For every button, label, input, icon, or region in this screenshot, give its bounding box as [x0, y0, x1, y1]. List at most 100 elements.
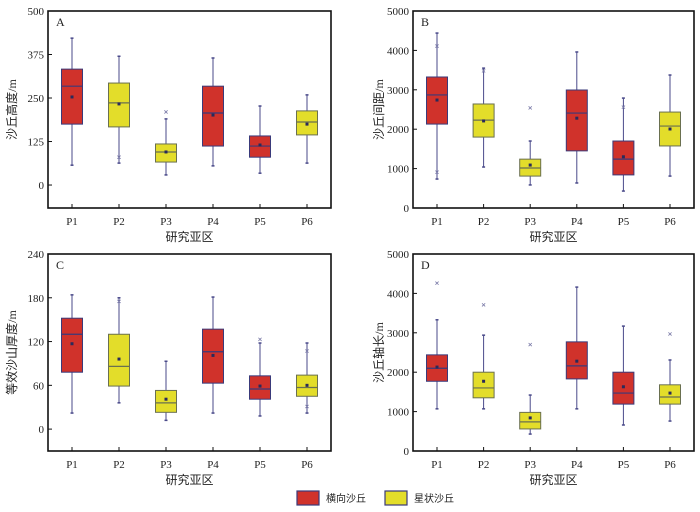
panel-letter: C — [56, 258, 64, 272]
x-tick-label: P3 — [160, 459, 172, 471]
box-p5 — [249, 337, 271, 417]
outlier-marker — [435, 44, 439, 48]
outlier-marker — [621, 105, 626, 110]
panel-letter: D — [421, 258, 430, 272]
y-tick-label: 5000 — [387, 249, 410, 261]
y-tick-label: 2000 — [387, 367, 410, 379]
outlier-marker — [117, 155, 121, 160]
x-tick-label: P4 — [207, 459, 219, 471]
mean-marker — [621, 155, 625, 159]
outlier-marker — [481, 69, 486, 73]
legend-swatch-transverse — [296, 490, 320, 506]
plot-frame — [412, 253, 695, 452]
y-tick-label: 0 — [39, 180, 45, 192]
y-tick-label: 4000 — [387, 288, 410, 300]
mean-marker — [575, 116, 579, 120]
y-tick-label: 2000 — [387, 124, 410, 136]
box-p3 — [155, 110, 177, 176]
mean-marker — [575, 359, 579, 363]
outlier-marker — [435, 170, 439, 175]
x-tick-label: P4 — [571, 459, 583, 471]
box-p1 — [426, 32, 448, 180]
mean-marker — [258, 384, 262, 388]
x-tick-label: P3 — [524, 459, 536, 471]
x-tick-label: P6 — [301, 459, 313, 471]
box-p4 — [565, 286, 588, 410]
x-tick-label: P3 — [524, 216, 536, 228]
box-p4 — [565, 51, 588, 184]
outlier-marker — [117, 299, 121, 304]
legend-label-transverse: 横向沙丘 — [326, 492, 366, 505]
mean-marker — [70, 342, 74, 346]
y-tick-label: 180 — [28, 293, 45, 305]
box-iqr — [155, 389, 177, 413]
mean-marker — [482, 379, 486, 383]
box-p3 — [519, 106, 542, 186]
outlier-marker — [528, 342, 533, 347]
outlier-marker — [164, 110, 168, 114]
box-p2 — [108, 55, 130, 164]
x-tick-label: P4 — [207, 216, 219, 228]
y-tick-label: 250 — [28, 93, 45, 105]
y-tick-label: 120 — [28, 337, 45, 349]
y-tick-label: 0 — [39, 424, 45, 436]
x-tick-label: P2 — [113, 459, 125, 471]
x-axis-title: 研究亚区 — [529, 229, 577, 244]
y-axis-title: 沙丘间距/m — [372, 79, 386, 140]
panel-b: B 0 1000 2000 3000 4000 5000 P1 P2 P3 P4 P5 P6 研究亚区 沙丘… — [372, 6, 695, 244]
y-tick-label: 60 — [33, 380, 45, 392]
x-tick-label: P3 — [160, 216, 172, 228]
box-p2 — [472, 302, 495, 410]
y-tick-label: 3000 — [387, 85, 410, 97]
panel-letter: B — [421, 15, 429, 29]
box-iqr — [565, 89, 588, 152]
mean-marker — [164, 397, 168, 401]
box-iqr — [472, 371, 495, 399]
x-tick-label: P6 — [301, 216, 313, 228]
mean-marker — [528, 416, 532, 420]
legend-label-star: 星状沙丘 — [414, 492, 454, 505]
y-tick-label: 3000 — [387, 328, 410, 340]
box-p1 — [61, 294, 83, 414]
plot-frame — [412, 10, 695, 209]
x-tick-label: P6 — [664, 216, 676, 228]
box-p6 — [659, 74, 681, 177]
y-tick-label: 240 — [28, 249, 45, 261]
box-p5 — [612, 325, 635, 426]
box-p1 — [426, 281, 448, 410]
mean-marker — [435, 365, 439, 369]
x-tick-label: P6 — [664, 459, 676, 471]
mean-marker — [528, 163, 532, 167]
x-tick-label: P5 — [618, 216, 630, 228]
y-tick-label: 125 — [28, 137, 45, 149]
panel-letter: A — [56, 15, 65, 29]
box-p2 — [108, 297, 130, 404]
mean-marker — [668, 127, 672, 131]
mean-marker — [211, 113, 215, 117]
mean-marker — [117, 357, 121, 361]
panel-c: C 0 60 120 180 240 P1 P2 P3 P4 P5 P6 研究亚区 等效沙山厚度/m — [4, 249, 332, 487]
plot-frame — [47, 10, 332, 209]
y-axis-title: 沙丘轴长/m — [371, 322, 386, 383]
box-p6 — [296, 94, 318, 164]
box-p6 — [659, 332, 681, 422]
x-tick-label: P2 — [113, 216, 125, 228]
x-tick-label: P2 — [478, 459, 490, 471]
y-tick-label: 500 — [28, 6, 45, 18]
legend-swatch-star — [384, 490, 408, 506]
box-p5 — [612, 97, 635, 192]
outlier-marker — [668, 332, 672, 336]
legend: 横向沙丘 星状沙丘 — [296, 490, 454, 506]
mean-marker — [668, 391, 672, 395]
outlier-marker — [435, 281, 439, 286]
x-tick-label: P4 — [571, 216, 583, 228]
mean-marker — [621, 385, 625, 389]
x-tick-label: P1 — [431, 216, 443, 228]
mean-marker — [435, 98, 439, 102]
box-p2 — [472, 67, 495, 168]
x-axis-title: 研究亚区 — [529, 472, 577, 487]
box-p5 — [249, 105, 271, 174]
box-p3 — [519, 342, 542, 435]
box-iqr — [519, 411, 542, 430]
